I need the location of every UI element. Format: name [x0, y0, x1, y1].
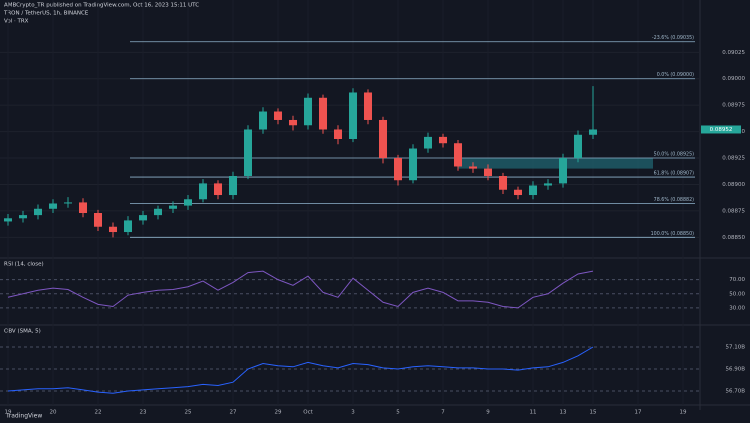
- candle-body: [244, 129, 252, 176]
- x-tick-label: 7: [441, 410, 445, 416]
- indicator-line: [7, 270, 594, 309]
- candle-body: [349, 92, 357, 139]
- fib-label: 0.0% (0.09000): [657, 72, 694, 78]
- symbol: TRON / TetherUS, 1h, BINANCE: [3, 11, 89, 17]
- candle-body: [19, 215, 27, 219]
- candle-body: [4, 218, 12, 222]
- y-tick-label: 56.70B: [725, 389, 745, 395]
- rsi-title: RSI (14, close): [4, 262, 44, 268]
- candle-body: [94, 213, 102, 227]
- candle-body: [424, 136, 432, 149]
- y-tick-label: 0.09000: [722, 76, 745, 82]
- x-tick-label: 23: [140, 410, 147, 416]
- y-tick-label: 57.10B: [725, 345, 745, 351]
- y-tick-label: 0.08975: [722, 103, 745, 109]
- y-tick-label: 0.08850: [722, 235, 745, 241]
- x-tick-label: 17: [635, 410, 642, 416]
- x-tick-label: 22: [95, 410, 102, 416]
- candle-body: [409, 148, 417, 181]
- candle-body: [274, 111, 282, 120]
- publisher: AMBCrypto_TR published on TradingView.co…: [4, 3, 199, 9]
- candle-body: [139, 215, 147, 221]
- candle-body: [34, 208, 42, 216]
- y-tick-label: 30.00: [729, 305, 745, 311]
- candle-body: [64, 202, 72, 204]
- candle-body: [439, 136, 447, 144]
- y-tick-label: 56.90B: [725, 367, 745, 373]
- volume-label: Vol · TRX: [4, 19, 29, 25]
- candle-body: [199, 183, 207, 200]
- candle-body: [319, 97, 327, 130]
- candle-body: [529, 185, 537, 196]
- candle-body: [394, 158, 402, 181]
- x-tick-label: 13: [560, 410, 567, 416]
- y-tick-label: 0.08925: [722, 156, 745, 162]
- x-tick-label: 3: [351, 410, 355, 416]
- candle-body: [364, 92, 372, 120]
- fib-label: 61.8% (0.08907): [654, 171, 694, 177]
- candle-body: [469, 166, 477, 169]
- x-tick-label: 19: [680, 410, 687, 416]
- y-tick-label: 0.09025: [722, 50, 745, 56]
- y-tick-label: 0.08900: [722, 182, 745, 188]
- candle-body: [379, 119, 387, 159]
- x-tick-label: Oct: [303, 410, 313, 416]
- price-tag: [701, 125, 741, 134]
- candle-body: [304, 97, 312, 126]
- candle-body: [334, 129, 342, 139]
- x-tick-label: 29: [275, 410, 282, 416]
- y-tick-label: 0.08875: [722, 208, 745, 214]
- candle-body: [454, 143, 462, 167]
- candle-body: [259, 111, 267, 130]
- candle-body: [184, 199, 192, 206]
- y-tick-label: 70.00: [729, 277, 745, 283]
- candle-body: [544, 183, 552, 186]
- candle-body: [559, 158, 567, 184]
- indicator-line: [7, 346, 594, 394]
- candle-body: [154, 208, 162, 216]
- candle-body: [124, 220, 132, 233]
- obv-title: OBV (SMA, 5): [4, 329, 41, 335]
- x-tick-label: 25: [185, 410, 192, 416]
- fib-label: 100.0% (0.08850): [651, 231, 695, 237]
- candle-body: [109, 226, 117, 233]
- candle-body: [499, 176, 507, 190]
- candle-body: [169, 205, 177, 209]
- fib-label: -23.6% (0.09035): [652, 35, 694, 41]
- x-tick-label: 9: [486, 410, 490, 416]
- candle-body: [574, 134, 582, 159]
- candle-body: [79, 202, 87, 213]
- x-tick-label: 19: [5, 410, 12, 416]
- order-block: [458, 158, 653, 169]
- fib-label: 50.0% (0.08925): [654, 152, 694, 158]
- candle-body: [49, 203, 57, 209]
- x-tick-label: 15: [590, 410, 597, 416]
- candle-body: [214, 183, 222, 196]
- x-tick-label: 20: [50, 410, 57, 416]
- candle-body: [229, 176, 237, 196]
- y-tick-label: 50.00: [729, 291, 745, 297]
- x-tick-label: 27: [230, 410, 237, 416]
- candle-body: [484, 168, 492, 176]
- footer: TradingView: [5, 413, 42, 420]
- candle-body: [514, 189, 522, 196]
- candle-body: [289, 119, 297, 126]
- x-tick-label: 5: [396, 410, 400, 416]
- x-tick-label: 11: [530, 410, 537, 416]
- fib-label: 78.6% (0.08882): [654, 197, 694, 203]
- price-tag-label: 0.08952: [710, 127, 733, 133]
- candle-body: [589, 129, 597, 135]
